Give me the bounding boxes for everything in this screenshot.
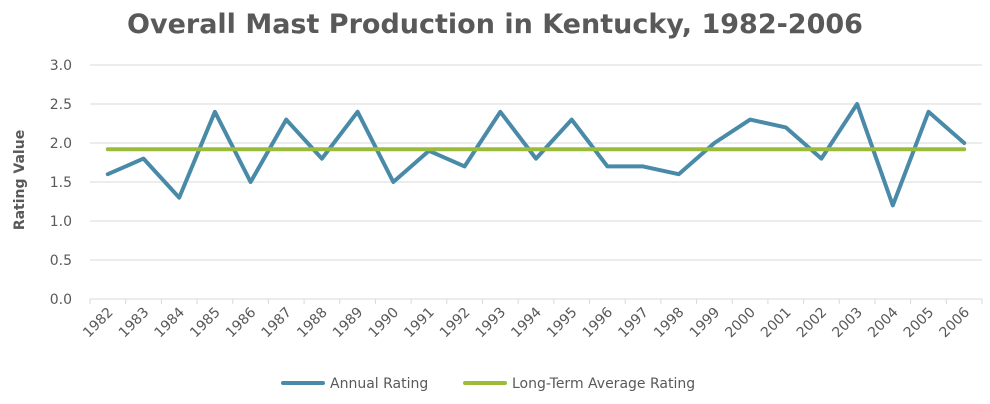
y-tick-label: 3.0 (50, 58, 72, 74)
x-tick-label: 2005 (901, 305, 938, 342)
x-tick-label: 1985 (187, 305, 224, 342)
x-tick-label: 1996 (580, 304, 617, 341)
y-tick-label: 2.0 (50, 136, 72, 152)
series-lines (105, 102, 967, 208)
x-tick-label: 1998 (651, 305, 688, 342)
y-tick-label: 0.5 (50, 253, 72, 269)
y-tick-label: 1.5 (50, 175, 72, 191)
x-tick-label: 1992 (437, 305, 474, 342)
x-tick-label: 1982 (80, 305, 117, 342)
legend-label: Long-Term Average Rating (512, 376, 695, 392)
x-tick-label: 1994 (508, 304, 545, 341)
y-axis-ticks: 0.0 0.5 1.0 1.5 2.0 2.5 3.0 (50, 58, 72, 308)
x-tick-label: 1986 (223, 304, 260, 341)
x-tick-label: 2001 (758, 305, 795, 342)
x-tick-label: 1989 (330, 305, 367, 342)
series-line-annual-rating (105, 102, 967, 208)
x-tick-label: 1983 (116, 305, 153, 342)
x-tick-label: 1997 (615, 305, 652, 342)
x-tick-label: 1993 (473, 305, 510, 342)
gridlines (90, 64, 982, 300)
x-tick-label: 1995 (544, 305, 581, 342)
y-tick-label: 1.0 (50, 214, 72, 230)
y-tick-label: 0.0 (50, 292, 72, 308)
legend-label: Annual Rating (330, 376, 428, 392)
y-axis-title: Rating Value (12, 130, 28, 230)
x-axis-ticks: 1982 1983 1984 1985 1986 1987 1988 1989 1990 1991… (80, 299, 983, 342)
x-tick-label: 1999 (687, 305, 724, 342)
x-tick-label: 2006 (936, 304, 973, 341)
x-tick-label: 2000 (722, 305, 759, 342)
x-tick-label: 2004 (865, 304, 902, 341)
x-tick-label: 2002 (794, 305, 831, 342)
x-tick-label: 2003 (829, 305, 866, 342)
x-tick-label: 1988 (294, 305, 331, 342)
y-tick-label: 2.5 (50, 97, 72, 113)
x-tick-label: 1991 (401, 305, 438, 342)
x-tick-label: 1987 (259, 305, 296, 342)
x-tick-label: 1990 (366, 305, 403, 342)
x-tick-label: 1984 (152, 304, 189, 341)
legend: Annual Rating Long-Term Average Rating (281, 376, 695, 392)
chart-title: Overall Mast Production in Kentucky, 198… (127, 9, 863, 40)
